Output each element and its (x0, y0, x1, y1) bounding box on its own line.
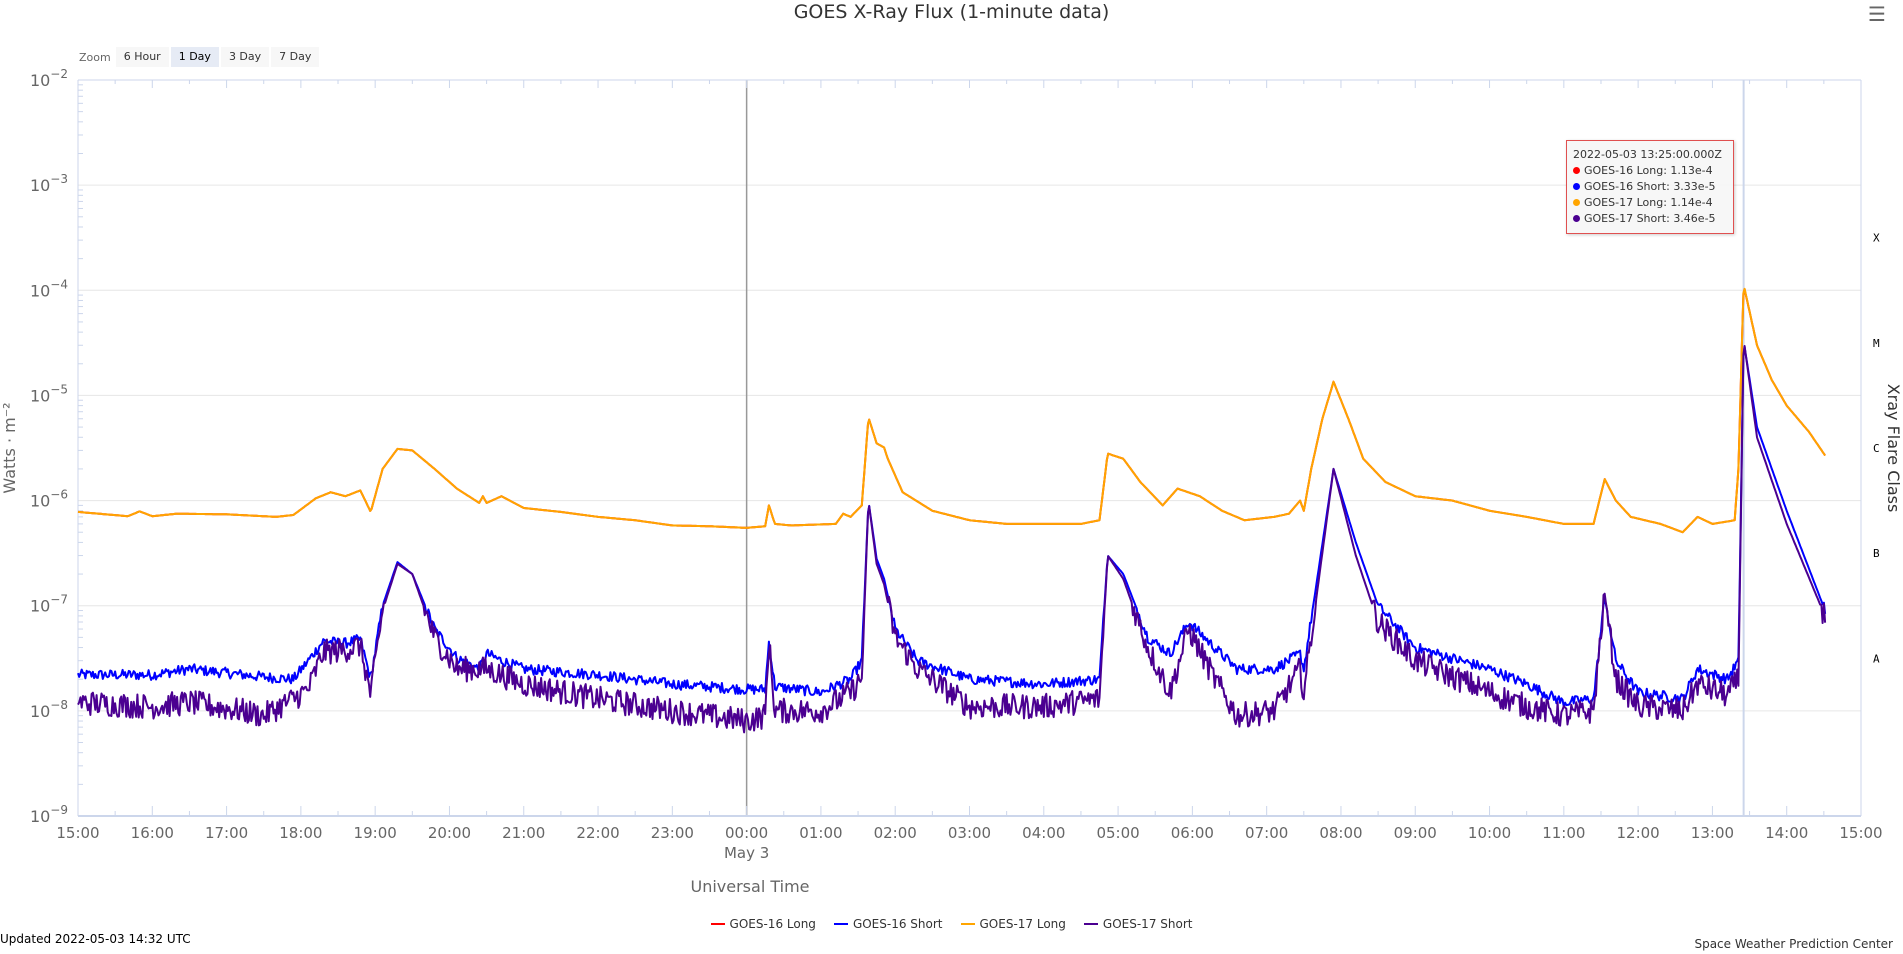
orange-dot-icon (1573, 199, 1580, 206)
blue-dot-icon (1573, 183, 1580, 190)
x-tick-label: 09:00 (1394, 824, 1437, 842)
y-tick-label: 10−5 (30, 382, 68, 405)
legend-swatch-icon (1083, 923, 1098, 925)
x-tick-label: 15:00 (56, 824, 99, 842)
legend-item-goes17-short[interactable]: GOES-17 Short (1083, 917, 1193, 931)
tooltip-series-name: GOES-17 Short (1584, 212, 1667, 225)
series-line-goes-17-long (77, 287, 1826, 534)
y-tick-label: 10−7 (30, 593, 68, 616)
zoom-1-day-button[interactable]: 1 Day (170, 47, 219, 67)
hamburger-icon[interactable]: ☰ (1868, 2, 1886, 26)
x-tick-label: 10:00 (1468, 824, 1511, 842)
x-tick-label: 11:00 (1542, 824, 1585, 842)
purple-dot-icon (1573, 215, 1580, 222)
x-tick-label: 14:00 (1765, 824, 1808, 842)
x-tick-label: 07:00 (1245, 824, 1288, 842)
x-tick-label: 05:00 (1096, 824, 1139, 842)
series-line-goes-17-short (77, 345, 1827, 734)
tooltip-value: 1.13e-4 (1670, 164, 1713, 177)
flare-class-label: B (1873, 547, 1880, 560)
y-tick-label: 10−9 (30, 803, 68, 826)
tooltip-series-name: GOES-17 Long (1584, 196, 1664, 209)
x-tick-label: 06:00 (1171, 824, 1214, 842)
tooltip-series-name: GOES-16 Long (1584, 164, 1664, 177)
x-tick-label: 02:00 (874, 824, 917, 842)
tooltip-row: GOES-17 Short: 3.46e-5 (1573, 211, 1733, 227)
x-tick-label: 17:00 (205, 824, 248, 842)
x-tick-label: 13:00 (1691, 824, 1734, 842)
tooltip-value: 3.46e-5 (1673, 212, 1716, 225)
y2-axis-title: Xray Flare Class (1884, 384, 1903, 513)
y-tick-label: 10−3 (30, 172, 68, 195)
legend-item-goes17-long[interactable]: GOES-17 Long (960, 917, 1066, 931)
tooltip-value: 1.14e-4 (1670, 196, 1713, 209)
x-tick-label: 12:00 (1617, 824, 1660, 842)
day-label: May 3 (724, 844, 769, 862)
zoom-selector: Zoom 6 Hour 1 Day 3 Day 7 Day (79, 47, 321, 67)
x-tick-label: 19:00 (354, 824, 397, 842)
red-dot-icon (1573, 167, 1580, 174)
y-tick-label: 10−6 (30, 488, 68, 511)
credit-text: Space Weather Prediction Center (1694, 937, 1893, 951)
x-tick-label: 15:00 (1839, 824, 1882, 842)
x-tick-label: 22:00 (576, 824, 619, 842)
x-tick-label: 18:00 (279, 824, 322, 842)
x-tick-label: 08:00 (1319, 824, 1362, 842)
tooltip-row: GOES-16 Long: 1.13e-4 (1573, 163, 1733, 179)
flare-class-label: C (1873, 442, 1880, 455)
zoom-label: Zoom (79, 50, 111, 64)
flare-class-label: X (1873, 232, 1880, 245)
tooltip-value: 3.33e-5 (1673, 180, 1716, 193)
x-tick-label: 23:00 (651, 824, 694, 842)
zoom-6-hour-button[interactable]: 6 Hour (115, 47, 169, 67)
x-tick-label: 16:00 (131, 824, 174, 842)
x-tick-label: 21:00 (502, 824, 545, 842)
x-tick-label: 20:00 (428, 824, 471, 842)
flare-class-label: M (1873, 337, 1880, 350)
x-axis-title: Universal Time (690, 877, 809, 896)
legend-label: GOES-17 Long (979, 917, 1066, 931)
legend-label: GOES-16 Short (852, 917, 943, 931)
tooltip-series-name: GOES-16 Short (1584, 180, 1667, 193)
flare-class-label: A (1873, 652, 1880, 665)
updated-timestamp: Updated 2022-05-03 14:32 UTC (0, 932, 191, 946)
y-tick-label: 10−4 (30, 277, 68, 300)
legend-swatch-icon (833, 923, 848, 925)
x-tick-label: 00:00 (725, 824, 768, 842)
series-line-goes-16-short (77, 345, 1827, 708)
y-tick-label: 10−8 (30, 698, 68, 721)
legend-swatch-icon (710, 923, 725, 925)
tooltip-time: 2022-05-03 13:25:00.000Z (1573, 148, 1722, 161)
zoom-3-day-button[interactable]: 3 Day (220, 47, 270, 67)
legend: GOES-16 Long GOES-16 Short GOES-17 Long … (0, 917, 1903, 931)
y-axis-title: Watts · m⁻² (0, 402, 19, 493)
tooltip: 2022-05-03 13:25:00.000Z GOES-16 Long: 1… (1566, 140, 1734, 234)
tooltip-row: GOES-17 Long: 1.14e-4 (1573, 195, 1733, 211)
tooltip-row: GOES-16 Short: 3.33e-5 (1573, 179, 1733, 195)
x-tick-label: 03:00 (948, 824, 991, 842)
legend-item-goes16-short[interactable]: GOES-16 Short (833, 917, 943, 931)
chart-title: GOES X-Ray Flux (1-minute data) (793, 1, 1110, 23)
x-tick-label: 04:00 (1022, 824, 1065, 842)
legend-item-goes16-long[interactable]: GOES-16 Long (710, 917, 816, 931)
zoom-7-day-button[interactable]: 7 Day (271, 47, 320, 67)
legend-label: GOES-16 Long (729, 917, 816, 931)
legend-label: GOES-17 Short (1102, 917, 1193, 931)
legend-swatch-icon (960, 923, 975, 925)
x-tick-label: 01:00 (799, 824, 842, 842)
y-tick-label: 10−2 (30, 67, 68, 90)
